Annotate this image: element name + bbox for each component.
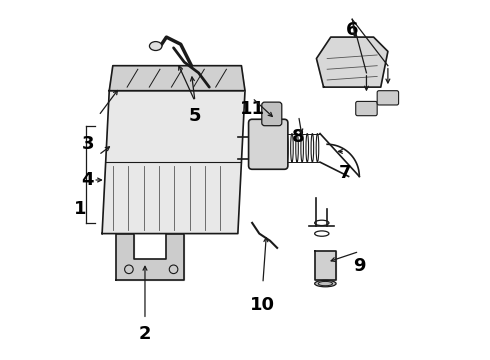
- Text: 8: 8: [292, 128, 305, 146]
- Polygon shape: [109, 66, 245, 91]
- Text: 3: 3: [81, 135, 94, 153]
- FancyBboxPatch shape: [377, 91, 398, 105]
- Text: 6: 6: [346, 21, 358, 39]
- Text: 2: 2: [139, 325, 151, 343]
- FancyBboxPatch shape: [262, 102, 282, 126]
- Polygon shape: [315, 251, 336, 280]
- Text: 9: 9: [353, 257, 366, 275]
- Polygon shape: [117, 234, 184, 280]
- Ellipse shape: [149, 41, 162, 50]
- Text: 10: 10: [250, 296, 275, 314]
- FancyBboxPatch shape: [356, 102, 377, 116]
- Text: 4: 4: [81, 171, 94, 189]
- Polygon shape: [102, 91, 245, 234]
- Polygon shape: [317, 37, 388, 87]
- Ellipse shape: [315, 280, 336, 287]
- Text: 5: 5: [189, 107, 201, 125]
- FancyBboxPatch shape: [248, 119, 288, 169]
- Text: 7: 7: [339, 164, 351, 182]
- Text: 11: 11: [240, 100, 265, 118]
- Text: 1: 1: [74, 199, 87, 217]
